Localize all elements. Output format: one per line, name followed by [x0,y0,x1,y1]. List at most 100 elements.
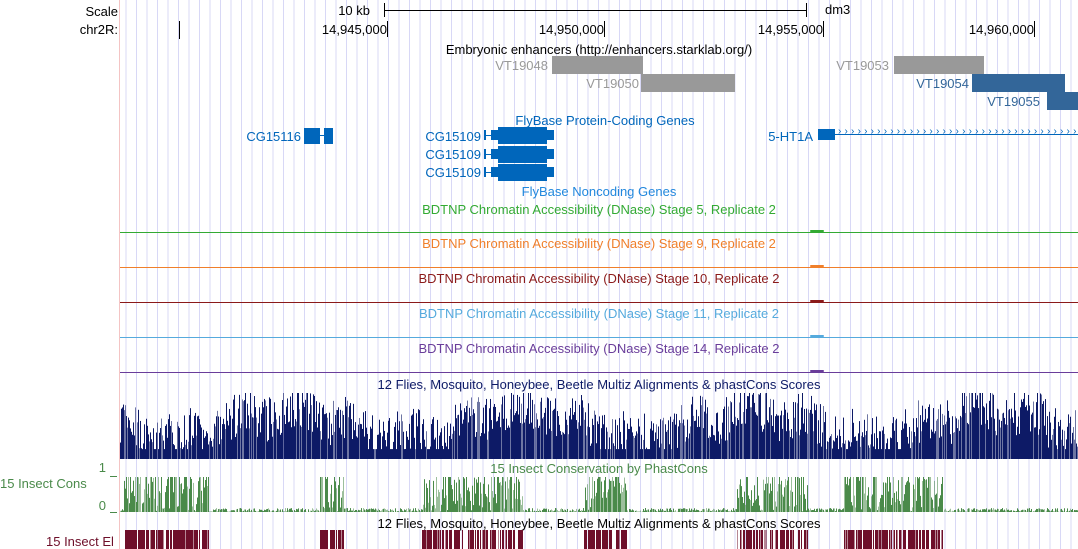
dnase-track-title[interactable]: BDTNP Chromatin Accessibility (DNase) St… [422,202,776,217]
gene-exon[interactable] [818,129,835,140]
elements-track-title[interactable]: 12 Flies, Mosquito, Honeybee, Beetle Mul… [377,516,821,531]
multiz-bar [279,415,280,459]
multiz-bar [582,400,583,459]
multiz-track-title[interactable]: 12 Flies, Mosquito, Honeybee, Beetle Mul… [377,377,821,392]
dnase-track-title[interactable]: BDTNP Chromatin Accessibility (DNase) St… [418,341,780,356]
element-bar [135,530,136,549]
ruler-tick [1034,21,1035,37]
cons-bar [991,508,992,512]
element-bar [434,530,435,549]
cons-bar [599,477,600,512]
enhancer-feature[interactable] [1047,92,1078,110]
cons-bar [597,478,598,512]
cons-bar [682,508,683,512]
protein-coding-track-title[interactable]: FlyBase Protein-Coding Genes [515,113,695,128]
gene-exon[interactable] [484,130,486,140]
element-bar [185,530,186,549]
cons-bar [849,478,850,512]
enhancer-label[interactable]: VT19055 [987,94,1040,109]
cons-bar [405,510,406,512]
enhancers-track-title[interactable]: Embryonic enhancers (http://enhancers.st… [445,42,753,57]
element-bar [495,530,496,549]
multiz-bar [260,432,261,459]
enhancer-feature[interactable] [972,74,1065,92]
multiz-bar [237,425,238,459]
cons-bar [325,477,326,512]
multiz-bar [374,449,375,459]
cons-bar [468,487,469,512]
cons-bar [201,490,202,512]
cons-bar [391,510,392,512]
cons-bar [807,485,808,512]
multiz-bar [558,416,559,459]
cons-bar [416,510,417,512]
gene-exon[interactable] [484,149,486,159]
enhancer-feature[interactable] [641,74,735,92]
multiz-bar [666,431,667,459]
cons-bar [596,492,597,512]
gene-exon[interactable] [491,167,499,177]
element-bar [433,530,434,549]
enhancer-label[interactable]: VT19048 [495,58,548,73]
cons-bar [382,509,383,512]
enhancer-label[interactable]: VT19054 [916,76,969,91]
cons-bar [462,505,463,512]
gene-exon[interactable] [547,167,554,177]
cons-track-title[interactable]: 15 Insect Conservation by PhastCons [490,461,708,476]
gene-exon[interactable] [491,130,499,140]
multiz-bar [628,428,629,459]
cons-bar [612,477,613,512]
cons-bar [835,511,836,512]
cons-bar [706,508,707,512]
gene-exon[interactable] [547,130,554,140]
gene-label[interactable]: CG15109 [425,147,481,162]
enhancer-feature[interactable] [552,56,643,74]
element-bar [439,530,440,549]
enhancer-feature[interactable] [894,56,984,74]
gene-exon[interactable] [498,127,547,144]
cons-bar [781,480,782,512]
cons-bar [294,510,295,512]
gene-exon[interactable] [498,146,547,163]
element-bar [783,530,784,549]
multiz-bar [747,396,748,459]
cons-bar [616,477,617,512]
gene-exon[interactable] [484,167,486,177]
gene-exon[interactable] [547,149,554,159]
cons-bar [893,477,894,512]
enhancer-label[interactable]: VT19050 [586,76,639,91]
multiz-bar [163,440,164,459]
elements-side-label[interactable]: 15 Insect El [46,534,114,549]
multiz-bar [702,396,703,459]
noncoding-track-title[interactable]: FlyBase Noncoding Genes [521,184,677,199]
cons-bar [352,510,353,512]
multiz-bar [951,443,952,459]
multiz-bar [236,433,237,459]
gene-label[interactable]: CG15109 [425,129,481,144]
multiz-bar [519,396,520,459]
gene-label[interactable]: 5-HT1A [768,129,813,144]
gene-label[interactable]: CG15116 [246,129,301,144]
multiz-bar [444,426,445,459]
dnase-track-title[interactable]: BDTNP Chromatin Accessibility (DNase) St… [418,306,780,321]
multiz-bar [443,449,444,459]
gene-label[interactable]: CG15109 [425,165,481,180]
gene-exon[interactable] [498,164,547,181]
element-bar [590,530,591,549]
dnase-track-title[interactable]: BDTNP Chromatin Accessibility (DNase) St… [418,271,780,286]
cons-side-label[interactable]: 15 Insect Cons [0,476,87,491]
multiz-bar [758,394,759,459]
cons-bar [345,508,346,512]
cons-bar [203,477,204,512]
element-bar [183,530,184,549]
cons-bar [1044,509,1045,512]
multiz-bar [293,409,294,459]
dnase-track-title[interactable]: BDTNP Chromatin Accessibility (DNase) St… [422,236,776,251]
multiz-bar [955,416,956,459]
gene-exon[interactable] [491,149,499,159]
multiz-bar [705,399,706,459]
gene-exon[interactable] [324,128,333,144]
enhancer-label[interactable]: VT19053 [836,58,889,73]
cons-bar [349,510,350,512]
gene-exon[interactable] [304,128,320,144]
